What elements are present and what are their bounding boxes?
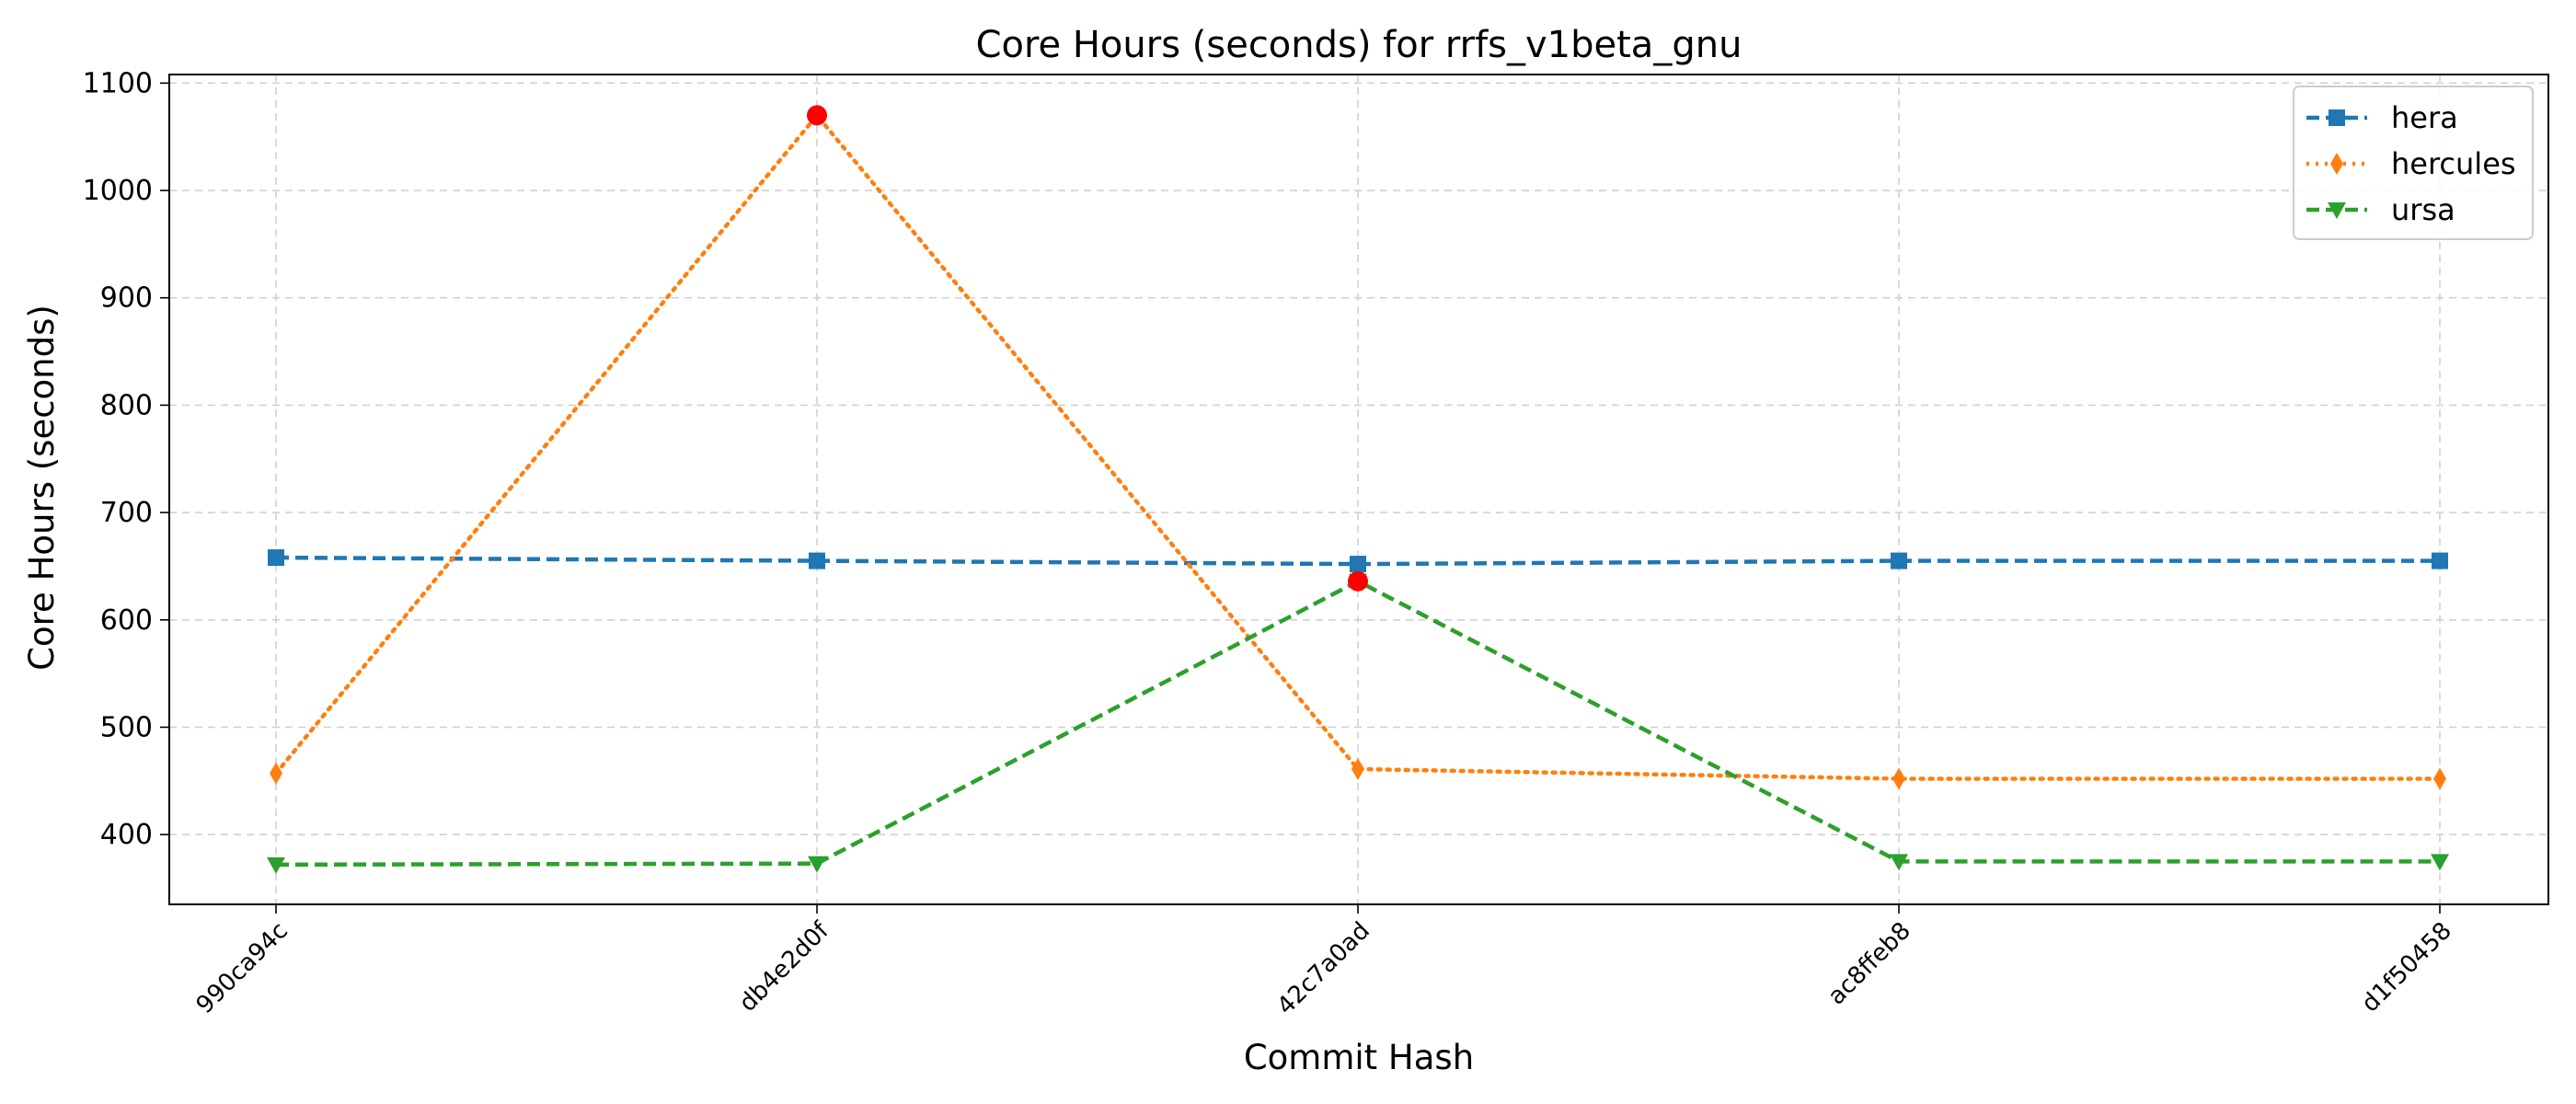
legend-marker (2330, 153, 2343, 175)
x-tick-label: db4e2d0f (734, 916, 835, 1018)
axes: 400 500 600 700 800 900 1000 1100 990ca94c db4e2d… (83, 67, 2549, 1020)
legend-entry-hercules: hercules (2306, 146, 2516, 181)
y-tick-label: 1100 (83, 67, 153, 99)
series-line-hercules (273, 111, 2443, 781)
data-point-hercules (2433, 767, 2446, 790)
y-tick-label: 1000 (83, 175, 153, 207)
highlight-points (807, 105, 1368, 592)
data-point-ursa (808, 856, 826, 873)
data-point-ursa (1890, 854, 1908, 871)
data-point-hera (268, 549, 284, 567)
x-tick-label: d1f50458 (2356, 917, 2457, 1018)
legend-box (2293, 86, 2534, 240)
legend-entry-ursa: ursa (2306, 192, 2455, 227)
data-point-hera (1350, 556, 1366, 573)
x-tick-label: ac8ffeb8 (1823, 917, 1916, 1011)
highlight-point (1348, 570, 1368, 592)
data-point-hercules (1351, 757, 1364, 780)
legend-label: ursa (2391, 192, 2455, 227)
highlight-point (807, 105, 827, 126)
data-point-hercules (1892, 767, 1905, 790)
legend: hera hercules ursa (2293, 86, 2534, 240)
y-axis-label: Core Hours (seconds) (22, 305, 62, 671)
legend-label: hera (2391, 100, 2458, 135)
series-hera (268, 549, 2448, 573)
y-tick-label: 400 (100, 819, 153, 851)
legend-entry-hera: hera (2306, 100, 2458, 135)
y-tick-label: 900 (100, 282, 153, 315)
legend-label: hercules (2391, 146, 2516, 181)
y-tick-label: 500 (100, 711, 153, 743)
data-point-hera (2432, 552, 2448, 569)
data-point-hera (809, 552, 825, 569)
y-tick-label: 600 (100, 604, 153, 637)
legend-marker (2328, 202, 2346, 219)
y-tick-label: 700 (100, 497, 153, 529)
data-point-hercules (270, 762, 282, 785)
data-point-ursa (267, 857, 285, 874)
legend-marker (2329, 109, 2345, 126)
x-tick-label: 42c7a0ad (1272, 917, 1375, 1020)
grid-lines (169, 75, 2548, 904)
x-axis-label: Commit Hash (1244, 1038, 1474, 1077)
data-point-hera (1891, 552, 1907, 569)
data-point-ursa (2431, 854, 2449, 871)
y-tick-label: 800 (100, 389, 153, 421)
plot-frame (168, 74, 2549, 905)
chart-title: Core Hours (seconds) for rrfs_v1beta_gnu (976, 24, 1742, 66)
x-tick-label: 990ca94c (191, 917, 293, 1019)
